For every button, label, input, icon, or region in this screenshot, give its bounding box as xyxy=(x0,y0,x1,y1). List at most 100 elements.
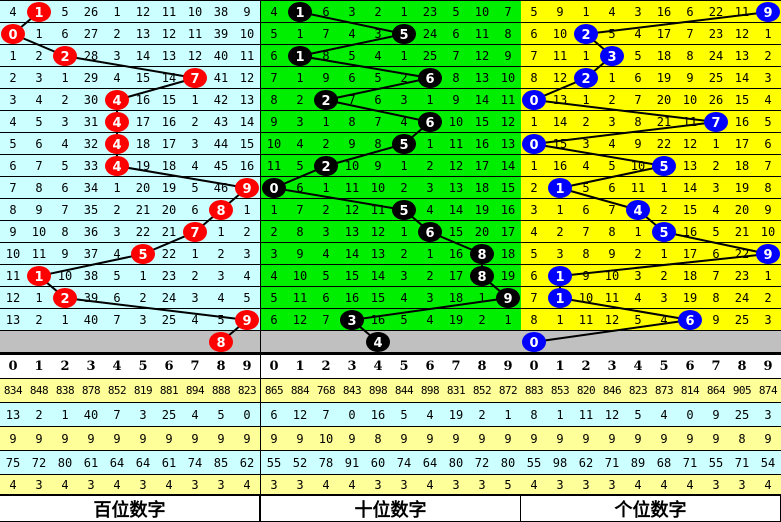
stat-cell: 11 xyxy=(573,403,600,427)
stat-cell: 0 xyxy=(234,403,261,427)
drawn-ball: 6 xyxy=(418,112,442,132)
miss-count-cell: 20 xyxy=(130,177,157,199)
miss-count-cell: 19 xyxy=(469,199,496,221)
drawn-ball: 2 xyxy=(574,68,598,88)
svg-text:2: 2 xyxy=(321,94,330,109)
miss-count-cell: 16 xyxy=(234,155,261,177)
stat-cell: 71 xyxy=(729,451,756,475)
stat-cell: 64 xyxy=(417,451,444,475)
miss-count-cell: 4 xyxy=(755,89,781,111)
svg-text:5: 5 xyxy=(399,138,408,153)
miss-count-cell: 16 xyxy=(339,287,366,309)
drawn-ball: 6 xyxy=(418,68,442,88)
drawn-ball: 7 xyxy=(183,222,207,242)
miss-count-cell: 8 xyxy=(755,177,781,199)
miss-count-cell: 23 xyxy=(729,265,756,287)
stat-cell: 878 xyxy=(78,379,105,403)
miss-count-cell: 1 xyxy=(755,23,781,45)
digit-header: 4 xyxy=(104,355,131,379)
drawn-ball: 1 xyxy=(288,46,312,66)
svg-text:9: 9 xyxy=(503,292,512,307)
miss-count-cell: 12 xyxy=(182,45,209,67)
digit-header: 3 xyxy=(599,355,626,379)
miss-count-cell: 14 xyxy=(495,155,522,177)
stat-cell: 9 xyxy=(391,427,418,451)
svg-text:2: 2 xyxy=(321,160,330,175)
miss-count-cell: 10 xyxy=(755,221,781,243)
digit-header: 2 xyxy=(313,355,340,379)
svg-text:0: 0 xyxy=(269,182,278,197)
stat-cell: 9 xyxy=(599,427,626,451)
stat-cell: 834 xyxy=(0,379,27,403)
svg-text:2: 2 xyxy=(60,50,69,65)
stat-cell: 8 xyxy=(521,403,548,427)
miss-count-cell: 9 xyxy=(234,1,261,23)
miss-count-cell: 25 xyxy=(417,45,444,67)
svg-text:9: 9 xyxy=(242,182,251,197)
stat-cell: 9 xyxy=(755,427,781,451)
miss-count-cell: 14 xyxy=(677,177,704,199)
next-ball: 0 xyxy=(522,332,546,352)
stat-cell: 852 xyxy=(104,379,131,403)
digit-header: 8 xyxy=(208,355,235,379)
miss-count-cell: 16 xyxy=(156,111,183,133)
stat-cell: 19 xyxy=(443,403,470,427)
stat-cell: 864 xyxy=(703,379,730,403)
svg-text:2: 2 xyxy=(581,28,590,43)
miss-count-cell: 5 xyxy=(755,111,781,133)
miss-count-cell: 40 xyxy=(78,309,105,331)
stat-cell: 62 xyxy=(234,451,261,475)
miss-count-cell: 11 xyxy=(182,23,209,45)
miss-count-cell: 11 xyxy=(287,287,314,309)
stat-cell: 9 xyxy=(182,427,209,451)
miss-count-cell: 43 xyxy=(208,111,235,133)
digit-header: 9 xyxy=(234,355,261,379)
drawn-ball: 5 xyxy=(392,200,416,220)
drawn-ball: 9 xyxy=(756,244,780,264)
stat-cell: 12 xyxy=(599,403,626,427)
miss-count-cell: 15 xyxy=(365,287,392,309)
miss-count-cell: 11 xyxy=(234,45,261,67)
svg-text:4: 4 xyxy=(373,336,382,351)
drawn-ball: 6 xyxy=(678,310,702,330)
svg-text:6: 6 xyxy=(685,314,694,329)
miss-count-cell: 5 xyxy=(234,287,261,309)
trend-line xyxy=(530,11,769,343)
miss-count-cell: 16 xyxy=(443,243,470,265)
stat-cell: 894 xyxy=(182,379,209,403)
stat-cell: 40 xyxy=(78,403,105,427)
miss-count-cell: 18 xyxy=(677,265,704,287)
stat-cell: 1 xyxy=(547,403,574,427)
miss-count-cell: 25 xyxy=(156,309,183,331)
drawn-ball: 1 xyxy=(27,2,51,22)
svg-text:5: 5 xyxy=(659,160,668,175)
miss-count-cell: 12 xyxy=(729,23,756,45)
stat-cell: 54 xyxy=(755,451,781,475)
miss-count-cell: 13 xyxy=(339,221,366,243)
miss-count-cell: 15 xyxy=(156,89,183,111)
miss-count-cell: 4 xyxy=(234,265,261,287)
svg-text:5: 5 xyxy=(659,226,668,241)
miss-count-cell: 44 xyxy=(208,133,235,155)
miss-count-cell: 19 xyxy=(651,67,678,89)
miss-count-cell: 16 xyxy=(547,155,574,177)
drawn-ball: 1 xyxy=(548,288,572,308)
miss-count-cell: 24 xyxy=(417,23,444,45)
miss-count-cell: 15 xyxy=(130,67,157,89)
stat-cell: 13 xyxy=(0,403,27,427)
miss-count-cell: 14 xyxy=(339,243,366,265)
stat-cell: 98 xyxy=(547,451,574,475)
drawn-ball: 2 xyxy=(53,288,77,308)
panel-label: 百位数字 xyxy=(0,496,259,521)
miss-count-cell: 22 xyxy=(651,133,678,155)
drawn-ball: 1 xyxy=(27,266,51,286)
svg-text:5: 5 xyxy=(138,248,147,263)
svg-text:7: 7 xyxy=(711,116,720,131)
stat-cell: 0 xyxy=(677,403,704,427)
miss-count-cell: 20 xyxy=(469,221,496,243)
miss-count-cell: 24 xyxy=(156,287,183,309)
stat-cell: 831 xyxy=(443,379,470,403)
prediction-cell xyxy=(234,331,261,353)
stat-cell: 78 xyxy=(313,451,340,475)
miss-count-cell: 6 xyxy=(755,133,781,155)
